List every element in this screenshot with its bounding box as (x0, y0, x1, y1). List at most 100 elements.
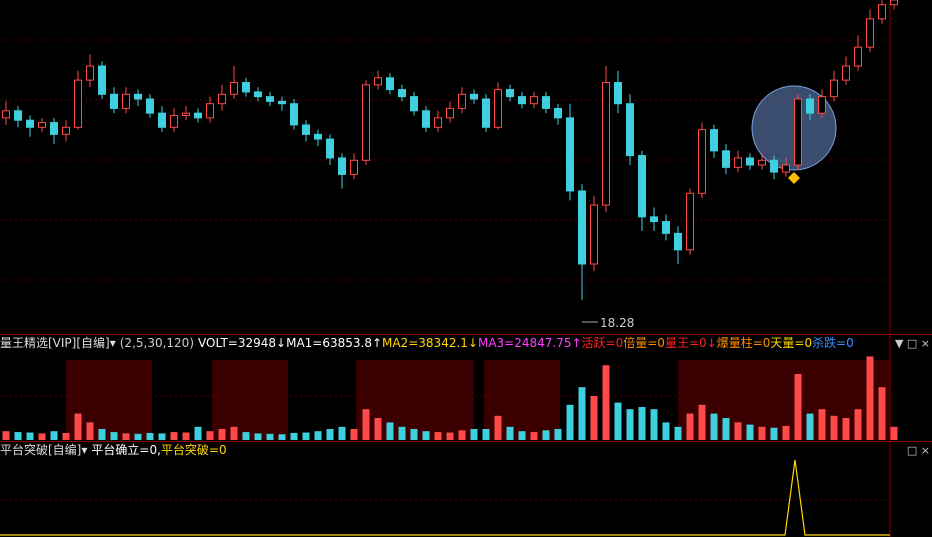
volume-bar (206, 431, 214, 440)
candle-body (890, 0, 898, 6)
volume-bar (686, 413, 694, 440)
candle-body (746, 157, 754, 166)
volume-bar (638, 407, 646, 440)
candle-body (614, 82, 622, 105)
candle-body (374, 77, 382, 86)
candle-body (866, 18, 874, 48)
volume-bar (806, 413, 814, 440)
indicator-name[interactable]: 量王精选[VIP][自编]▾ (0, 336, 116, 350)
volume-bar (878, 387, 886, 440)
volume-bar (542, 430, 550, 440)
candle-body (602, 82, 610, 206)
indicator-params: (2,5,30,120) (119, 336, 194, 350)
indicator-value: 活跃=0 (581, 336, 624, 350)
candle-body (446, 107, 454, 119)
volume-bar (482, 429, 490, 440)
candle-body (146, 98, 154, 114)
candle-body (530, 96, 538, 105)
candle-body (254, 91, 262, 98)
volume-bar (578, 387, 586, 440)
candle-body (38, 122, 46, 128)
volume-bar (146, 432, 154, 440)
volume-bar (314, 431, 322, 440)
volume-bar (626, 409, 634, 440)
volume-bar (830, 415, 838, 440)
candle-body (662, 221, 670, 234)
volume-bar (890, 426, 898, 440)
candle-body (74, 79, 82, 128)
platform-header: 平台突破[自编]▾ 平台确立=0,平台突破=0 □ × (0, 441, 932, 459)
candle-body (470, 93, 478, 100)
candle-body (482, 98, 490, 128)
volume-bar (158, 433, 166, 440)
volume-bar (506, 426, 514, 440)
candle-body (710, 129, 718, 152)
volume-bar (674, 426, 682, 440)
candle-body (218, 93, 226, 105)
volume-bar (350, 429, 358, 440)
candle-body (734, 157, 742, 168)
volume-bar (530, 432, 538, 440)
indicator-value: MA3=24847.75↑ (477, 336, 582, 350)
panel-icons[interactable]: ▼ □ × (894, 337, 930, 350)
volume-bar (554, 429, 562, 440)
indicator-value: VOLT=32948↓ (198, 336, 287, 350)
volume-bar (854, 409, 862, 440)
volume-bar (374, 418, 382, 440)
candle-body (722, 150, 730, 168)
candle-body (278, 100, 286, 105)
volume-bar (782, 425, 790, 440)
panel-icons[interactable]: □ × (906, 444, 930, 457)
candle-body (122, 93, 130, 109)
candle-body (506, 89, 514, 98)
volume-bar (398, 426, 406, 440)
candle-body (698, 129, 706, 194)
candle-body (878, 4, 886, 20)
indicator-name[interactable]: 平台突破[自编]▾ (0, 443, 88, 457)
volume-bar (866, 356, 874, 440)
volume-bar (722, 418, 730, 440)
volume-bar (50, 431, 58, 440)
volume-bar (302, 432, 310, 440)
volume-bar (62, 432, 70, 440)
volume-bar (518, 431, 526, 440)
volume-bar (2, 431, 10, 440)
volume-bar (818, 409, 826, 440)
indicator-value: 量王=0↓ (664, 336, 717, 350)
volume-bar (182, 432, 190, 440)
candle-body (290, 103, 298, 126)
candle-body (770, 159, 778, 173)
volume-bar (746, 424, 754, 440)
candle-body (458, 93, 466, 109)
candle-body (686, 192, 694, 251)
low-label: 18.28 (600, 316, 634, 330)
volume-bar (242, 432, 250, 440)
candle-body (314, 133, 322, 140)
candle-body (26, 119, 34, 128)
indicator-values: 平台确立=0,平台突破=0 (91, 443, 226, 457)
candle-body (830, 79, 838, 98)
volume-bar (410, 429, 418, 440)
candle-body (194, 112, 202, 119)
volume-bar (134, 433, 142, 440)
candle-body (626, 103, 634, 157)
volume-bar (446, 432, 454, 440)
candle-body (566, 117, 574, 192)
candle-body (326, 138, 334, 159)
candle-body (758, 159, 766, 166)
candle-body (518, 96, 526, 105)
volume-bar (698, 404, 706, 440)
volume-bar (734, 422, 742, 440)
volume-bar (266, 433, 274, 440)
volume-bar (470, 429, 478, 440)
candle-body (350, 159, 358, 175)
candle-body (98, 65, 106, 95)
volume-bar (794, 374, 802, 440)
zones (66, 360, 890, 440)
zone (212, 360, 288, 440)
volume-header: 量王精选[VIP][自编]▾ (2,5,30,120) VOLT=32948↓MA1… (0, 334, 932, 352)
volume-bar (278, 434, 286, 440)
indicator-value: 爆量柱=0 (716, 336, 771, 350)
candle-body (422, 110, 430, 128)
